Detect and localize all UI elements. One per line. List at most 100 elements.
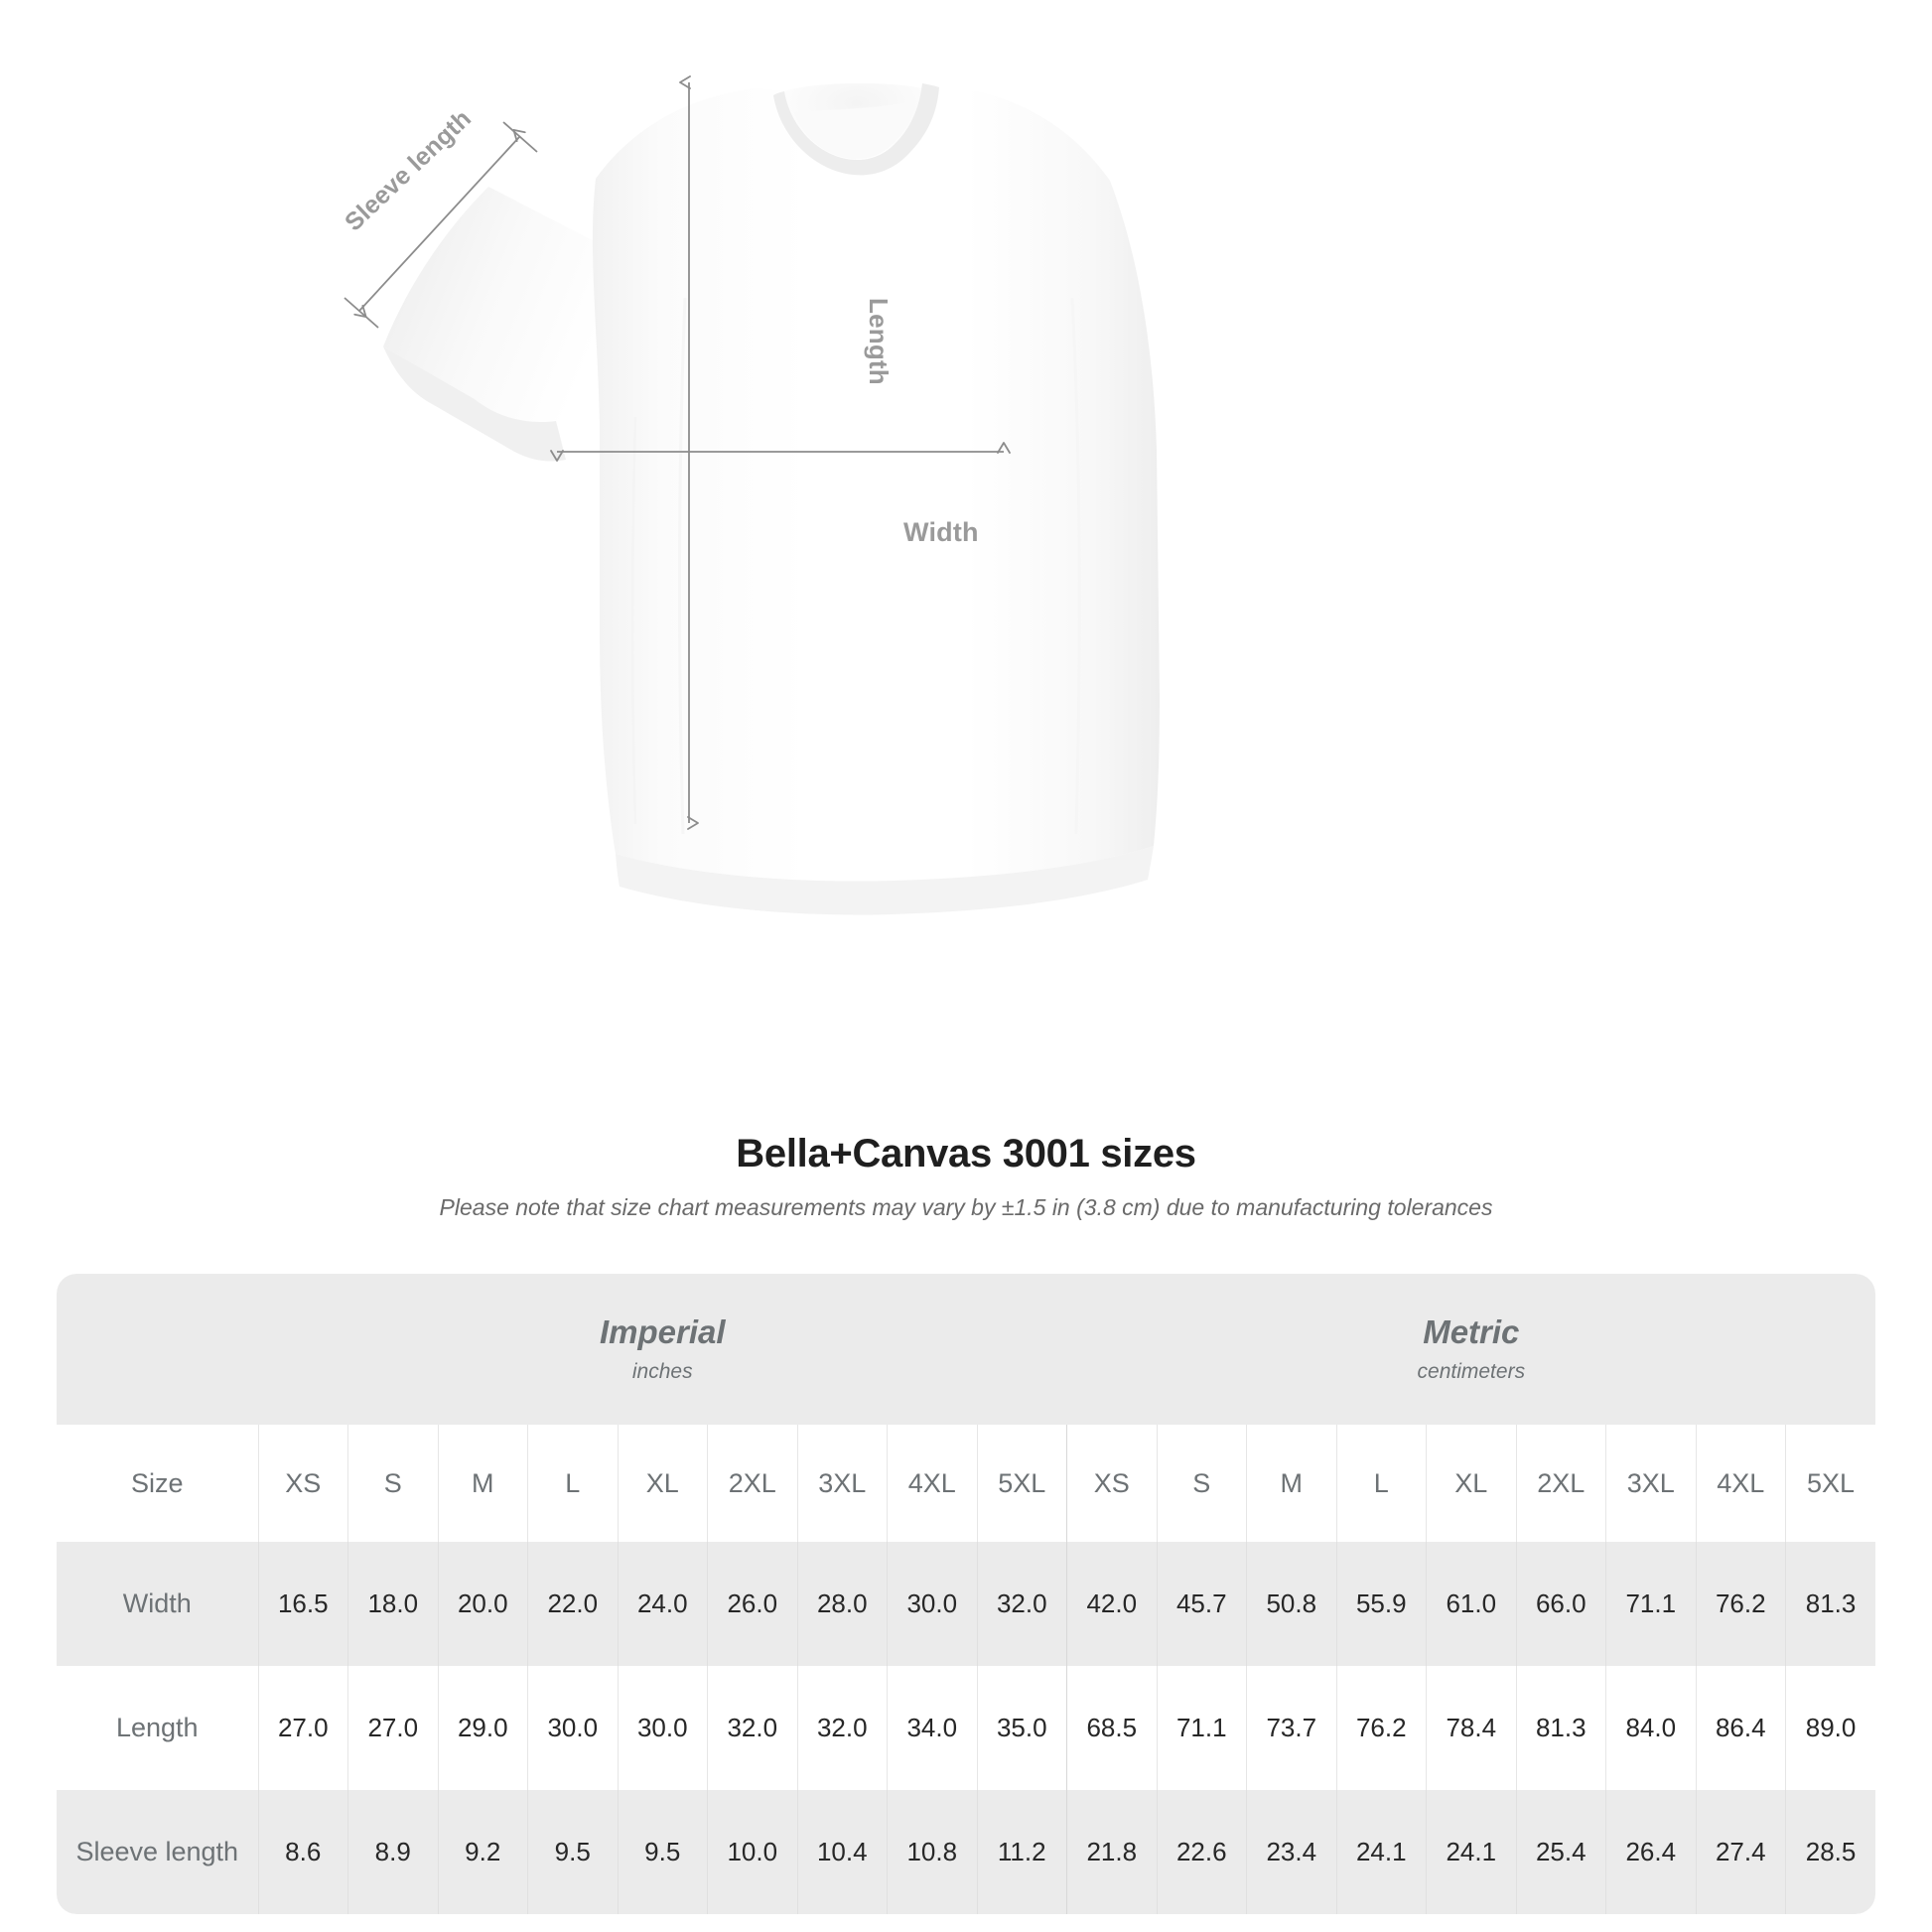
page-title: Bella+Canvas 3001 sizes xyxy=(736,1132,1196,1175)
size-header-metric-4xl: 4XL xyxy=(1695,1425,1786,1542)
metric-label: Metric xyxy=(1423,1312,1520,1350)
imperial-unit: inches xyxy=(631,1360,693,1384)
cell-sleeve-metric-m: 23.4 xyxy=(1246,1790,1336,1914)
cell-length-metric-s: 71.1 xyxy=(1156,1666,1247,1790)
size-header-imperial-xl: XL xyxy=(617,1425,708,1542)
size-header-metric-xs: XS xyxy=(1066,1425,1157,1542)
cell-sleeve-imperial-s: 8.9 xyxy=(347,1790,438,1914)
cell-sleeve-imperial-4xl: 10.8 xyxy=(887,1790,977,1914)
cell-sleeve-metric-2xl: 25.4 xyxy=(1515,1790,1606,1914)
cell-sleeve-imperial-2xl: 10.0 xyxy=(707,1790,797,1914)
size-header-metric-s: S xyxy=(1156,1425,1247,1542)
size-header-metric-5xl: 5XL xyxy=(1785,1425,1876,1542)
cell-length-metric-l: 76.2 xyxy=(1335,1666,1427,1790)
row-label-width: Width xyxy=(57,1542,258,1666)
cell-width-metric-4xl: 76.2 xyxy=(1695,1542,1786,1666)
size-header-metric-m: M xyxy=(1246,1425,1336,1542)
cell-width-metric-s: 45.7 xyxy=(1156,1542,1247,1666)
cell-sleeve-imperial-xs: 8.6 xyxy=(257,1790,348,1914)
width-dimension-label: Width xyxy=(903,517,979,547)
cell-width-metric-xl: 61.0 xyxy=(1426,1542,1516,1666)
cell-sleeve-imperial-l: 9.5 xyxy=(527,1790,618,1914)
cell-sleeve-imperial-5xl: 11.2 xyxy=(976,1790,1067,1914)
cell-length-imperial-l: 30.0 xyxy=(527,1666,618,1790)
cell-length-metric-5xl: 89.0 xyxy=(1785,1666,1876,1790)
cell-length-imperial-2xl: 32.0 xyxy=(707,1666,797,1790)
unit-row-spacer xyxy=(57,1274,258,1425)
cell-width-imperial-4xl: 30.0 xyxy=(887,1542,977,1666)
cell-length-metric-m: 73.7 xyxy=(1246,1666,1336,1790)
cell-width-imperial-m: 20.0 xyxy=(437,1542,528,1666)
size-header-imperial-4xl: 4XL xyxy=(887,1425,977,1542)
table-row: Length 27.0 27.0 29.0 30.0 30.0 32.0 32.… xyxy=(57,1666,1876,1790)
cell-sleeve-imperial-xl: 9.5 xyxy=(617,1790,708,1914)
cell-length-imperial-4xl: 34.0 xyxy=(887,1666,977,1790)
size-header-metric-3xl: 3XL xyxy=(1605,1425,1696,1542)
cell-width-imperial-2xl: 26.0 xyxy=(707,1542,797,1666)
size-header-imperial-m: M xyxy=(437,1425,528,1542)
tshirt-diagram: Sleeve length Length Width xyxy=(340,75,1160,915)
cell-length-imperial-xs: 27.0 xyxy=(257,1666,348,1790)
cell-sleeve-metric-4xl: 27.4 xyxy=(1695,1790,1786,1914)
size-header-metric-2xl: 2XL xyxy=(1515,1425,1606,1542)
size-table-container: Imperial inches Metric centimeters Size … xyxy=(57,1274,1876,1914)
size-header-imperial-xs: XS xyxy=(257,1425,348,1542)
size-header-imperial-5xl: 5XL xyxy=(976,1425,1067,1542)
size-chart-table: Imperial inches Metric centimeters Size … xyxy=(57,1274,1876,1914)
cell-length-metric-4xl: 86.4 xyxy=(1695,1666,1786,1790)
cell-width-imperial-5xl: 32.0 xyxy=(976,1542,1067,1666)
cell-width-metric-5xl: 81.3 xyxy=(1785,1542,1876,1666)
cell-width-imperial-xl: 24.0 xyxy=(617,1542,708,1666)
cell-length-imperial-s: 27.0 xyxy=(347,1666,438,1790)
cell-length-imperial-xl: 30.0 xyxy=(617,1666,708,1790)
cell-sleeve-metric-5xl: 28.5 xyxy=(1785,1790,1876,1914)
size-header-row: Size XS S M L XL 2XL 3XL 4XL 5XL XS S M … xyxy=(57,1425,1876,1542)
shirt-body-shape xyxy=(383,83,1160,915)
cell-width-imperial-xs: 16.5 xyxy=(257,1542,348,1666)
cell-length-metric-3xl: 84.0 xyxy=(1605,1666,1696,1790)
size-header-imperial-l: L xyxy=(527,1425,618,1542)
cell-sleeve-metric-s: 22.6 xyxy=(1156,1790,1247,1914)
cell-sleeve-metric-xl: 24.1 xyxy=(1426,1790,1516,1914)
sleeve-length-arrow xyxy=(344,121,538,329)
size-header-metric-xl: XL xyxy=(1426,1425,1516,1542)
imperial-label: Imperial xyxy=(599,1312,726,1350)
cell-length-metric-xs: 68.5 xyxy=(1066,1666,1157,1790)
unit-system-header-row: Imperial inches Metric centimeters xyxy=(57,1274,1876,1425)
cell-length-imperial-3xl: 32.0 xyxy=(796,1666,888,1790)
cell-width-imperial-s: 18.0 xyxy=(347,1542,438,1666)
cell-width-imperial-l: 22.0 xyxy=(527,1542,618,1666)
cell-sleeve-metric-l: 24.1 xyxy=(1335,1790,1427,1914)
size-header-imperial-2xl: 2XL xyxy=(707,1425,797,1542)
cell-sleeve-imperial-m: 9.2 xyxy=(437,1790,528,1914)
table-row: Sleeve length 8.6 8.9 9.2 9.5 9.5 10.0 1… xyxy=(57,1790,1876,1914)
size-column-label: Size xyxy=(57,1425,258,1542)
table-row: Width 16.5 18.0 20.0 22.0 24.0 26.0 28.0… xyxy=(57,1542,1876,1666)
cell-length-metric-xl: 78.4 xyxy=(1426,1666,1516,1790)
title-block: Bella+Canvas 3001 sizes Please note that… xyxy=(0,1132,1932,1221)
cell-length-imperial-m: 29.0 xyxy=(437,1666,528,1790)
cell-width-metric-m: 50.8 xyxy=(1246,1542,1336,1666)
size-header-imperial-s: S xyxy=(347,1425,438,1542)
cell-sleeve-metric-3xl: 26.4 xyxy=(1605,1790,1696,1914)
cell-length-metric-2xl: 81.3 xyxy=(1515,1666,1606,1790)
unit-system-metric: Metric centimeters xyxy=(1066,1274,1876,1425)
cell-width-imperial-3xl: 28.0 xyxy=(796,1542,888,1666)
cell-width-metric-xs: 42.0 xyxy=(1066,1542,1157,1666)
row-label-length: Length xyxy=(57,1666,258,1790)
cell-length-imperial-5xl: 35.0 xyxy=(976,1666,1067,1790)
size-header-imperial-3xl: 3XL xyxy=(796,1425,888,1542)
length-dimension-label: Length xyxy=(864,298,894,385)
cell-width-metric-2xl: 66.0 xyxy=(1515,1542,1606,1666)
cell-sleeve-metric-xs: 21.8 xyxy=(1066,1790,1157,1914)
measurement-arrows xyxy=(344,75,1011,830)
row-label-sleeve-length: Sleeve length xyxy=(57,1790,258,1914)
size-header-metric-l: L xyxy=(1335,1425,1427,1542)
metric-unit: centimeters xyxy=(1417,1360,1526,1384)
cell-width-metric-3xl: 71.1 xyxy=(1605,1542,1696,1666)
cell-width-metric-l: 55.9 xyxy=(1335,1542,1427,1666)
tolerance-note: Please note that size chart measurements… xyxy=(439,1194,1493,1220)
tshirt-illustration xyxy=(344,75,1160,915)
cell-sleeve-imperial-3xl: 10.4 xyxy=(796,1790,888,1914)
